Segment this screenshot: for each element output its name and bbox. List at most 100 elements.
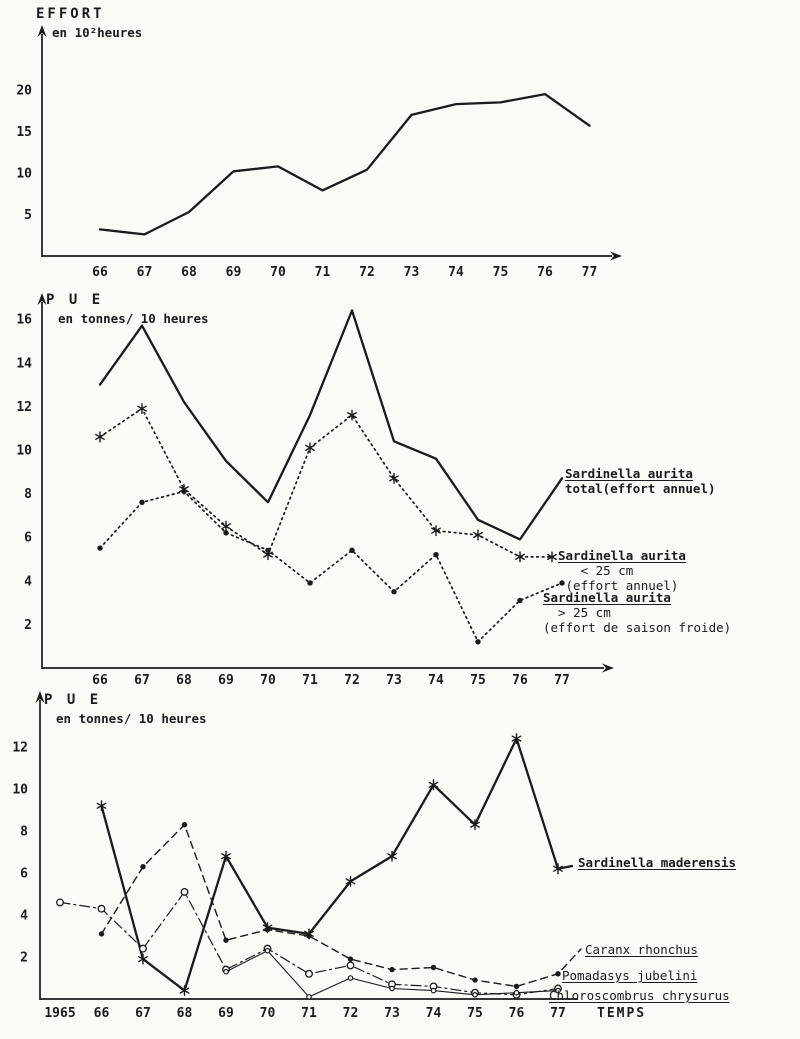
x-tick-label: 71 [301, 1006, 317, 1021]
x-tick-label: 77 [554, 673, 570, 688]
y-tick-label: 4 [24, 574, 32, 589]
pomadasys-jubelini-line [59, 891, 559, 996]
y-tick-labels: 2 4 6 8 10 12 14 16 [16, 313, 32, 633]
x-axis-arrow-icon [602, 663, 614, 673]
pue-other-species-chart-axes [35, 691, 578, 1000]
pue-aurita-chart-subtitle: en tonnes/ 10 heures [58, 311, 209, 326]
legend-line: Sardinella maderensis [578, 855, 737, 870]
caranx-rhonchus-line [100, 824, 582, 988]
x-tick-label: 76 [537, 265, 553, 280]
legend-sardinella-maderensis: Sardinella maderensis [578, 855, 736, 870]
effort-line [98, 92, 591, 236]
y-tick-label: 5 [24, 208, 32, 223]
x-tick-labels: 66 67 68 69 70 71 72 73 74 75 76 77 [92, 673, 570, 688]
legend-chloroscombrus-chrysurus: Chloroscombrus chrysurus [549, 988, 730, 1003]
legend-sardinella-aurita-under-25cm: Sardinella aurita < 25 cm (effort annuel… [558, 548, 686, 593]
y-axis-arrow-icon [37, 25, 47, 37]
pue-aurita-chart-title: P U E [46, 292, 104, 308]
y-tick-label: 2 [20, 951, 28, 966]
y-tick-label: 20 [16, 84, 32, 99]
x-tick-label: 72 [344, 673, 360, 688]
pue-species-chart-title: P U E [44, 692, 102, 708]
y-tick-label: 15 [16, 125, 32, 140]
x-tick-label: 69 [218, 673, 234, 688]
x-tick-label: 70 [260, 1006, 276, 1021]
x-tick-label: 69 [226, 265, 242, 280]
y-tick-label: 4 [20, 909, 28, 924]
x-tick-label: 73 [404, 265, 420, 280]
y-tick-label: 10 [16, 167, 32, 182]
sardinella-aurita-over-25cm-markers [97, 488, 565, 645]
legend-line: Caranx rhonchus [585, 942, 698, 957]
series-effort [98, 92, 591, 236]
effort-chart-axes [37, 25, 622, 261]
x-tick-label: 66 [92, 673, 108, 688]
legend-line: < 25 cm [558, 563, 634, 578]
x-tick-label: 66 [94, 1006, 110, 1021]
x-tick-label: 75 [470, 673, 486, 688]
x-tick-label: 68 [177, 1006, 193, 1021]
x-tick-label: 68 [181, 265, 197, 280]
legend-line: Sardinella aurita [558, 548, 686, 563]
series-sardinella-aurita-total [98, 309, 564, 541]
y-tick-label: 10 [12, 783, 28, 798]
series-chloroscombrus-chrysurus [223, 947, 561, 1000]
x-tick-label: 67 [134, 673, 150, 688]
y-tick-labels: 2 4 6 8 10 12 [12, 741, 28, 966]
x-tick-label: 70 [270, 265, 286, 280]
legend-line: total(effort annuel) [565, 481, 716, 496]
x-tick-label: 76 [512, 673, 528, 688]
y-tick-label: 12 [12, 741, 28, 756]
x-tick-label: 71 [315, 265, 331, 280]
x-tick-label: 70 [260, 673, 276, 688]
legend-line: > 25 cm [543, 605, 611, 620]
y-tick-label: 14 [16, 356, 32, 371]
sardinella-aurita-total-line [98, 309, 564, 541]
legend-sardinella-aurita-total: Sardinella aurita total(effort annuel) [565, 466, 716, 496]
series-caranx-rhonchus [98, 822, 582, 990]
x-tick-labels: 1965 66 67 68 69 70 71 72 73 74 75 76 77 [44, 1006, 565, 1021]
x-tick-label: 73 [386, 673, 402, 688]
sardinella-aurita-under-25cm-markers [95, 403, 557, 563]
x-tick-label: 74 [428, 673, 444, 688]
x-tick-label: 77 [550, 1006, 566, 1021]
legend-line: (effort annuel) [558, 578, 679, 593]
legend-line: Pomadasys jubelini [562, 968, 698, 983]
caranx-rhonchus-markers [98, 822, 561, 990]
x-tick-labels: 66 67 68 69 70 71 72 73 74 75 76 77 [92, 265, 597, 280]
pue-sardinella-aurita-chart-axes [37, 293, 614, 673]
y-tick-label: 8 [20, 825, 28, 840]
y-tick-labels: 5 10 15 20 [16, 84, 32, 224]
y-tick-label: 16 [16, 313, 32, 328]
y-axis-arrow-icon [35, 691, 45, 703]
y-tick-label: 12 [16, 400, 32, 415]
y-tick-label: 6 [24, 531, 32, 546]
sardinella-maderensis-markers [96, 733, 563, 997]
effort-chart-title: EFFORT [36, 6, 105, 22]
sardinella-maderensis-line [100, 737, 574, 992]
series-sardinella-aurita-over-25cm [97, 488, 565, 645]
x-tick-label: 75 [467, 1006, 483, 1021]
y-axis-arrow-icon [37, 293, 47, 305]
x-tick-label: 72 [343, 1006, 359, 1021]
x-tick-label: 73 [384, 1006, 400, 1021]
sardinella-aurita-over-25cm-line [99, 490, 563, 643]
x-tick-label: 66 [92, 265, 108, 280]
x-tick-label: 1965 [44, 1006, 75, 1021]
x-tick-label: 76 [509, 1006, 525, 1021]
legend-caranx-rhonchus: Caranx rhonchus [585, 942, 698, 957]
x-tick-label: 72 [359, 265, 375, 280]
x-tick-label: 74 [448, 265, 464, 280]
legend-line: (effort de saison froide) [543, 620, 732, 635]
legend-pomadasys-jubelini: Pomadasys jubelini [562, 968, 697, 983]
x-tick-label: 68 [176, 673, 192, 688]
legend-line: Sardinella aurita [543, 590, 671, 605]
series-sardinella-maderensis [96, 733, 574, 997]
effort-chart-subtitle: en 10²heures [52, 25, 143, 40]
x-tick-label: 77 [582, 265, 598, 280]
x-axis-title: TEMPS [597, 1006, 647, 1021]
y-tick-label: 10 [16, 444, 32, 459]
effort-chart-canvas: 5 10 15 20 66 67 68 69 70 71 72 73 74 75 76 77 [16, 25, 622, 280]
